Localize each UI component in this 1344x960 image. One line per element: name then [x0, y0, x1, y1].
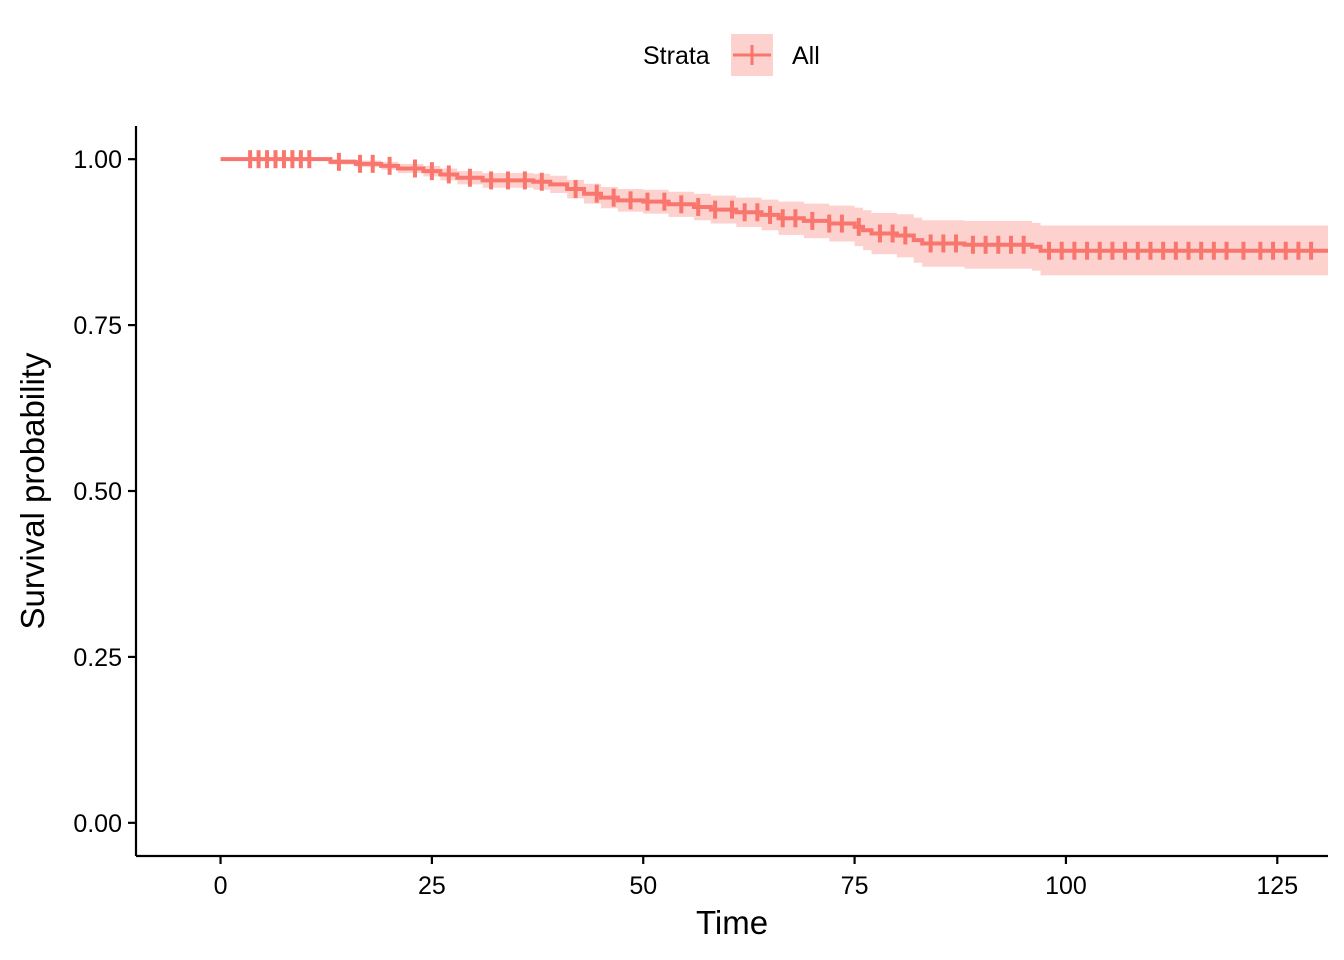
legend-entry-all: All	[792, 42, 820, 70]
survival-line-layer	[220, 157, 1328, 253]
legend-title: Strata	[643, 42, 710, 70]
confidence-band-layer	[220, 159, 1328, 276]
y-axis: 0.00 0.25 0.50 0.75 1.00	[73, 126, 138, 856]
legend: Strata All	[643, 34, 820, 76]
x-tick-label: 75	[841, 872, 869, 900]
x-tick-label: 0	[214, 872, 228, 900]
x-tick-label: 50	[629, 872, 657, 900]
y-tick-label: 1.00	[73, 146, 122, 174]
x-tick-label: 100	[1045, 872, 1087, 900]
y-tick-label: 0.75	[73, 312, 122, 340]
x-tick-label: 25	[418, 872, 446, 900]
x-axis: 0 25 50 75 100 125	[136, 854, 1328, 900]
censor-marks-layer	[248, 150, 1314, 260]
survival-curve	[220, 157, 1328, 253]
x-tick-label: 125	[1256, 872, 1298, 900]
y-tick-label: 0.00	[73, 810, 122, 838]
x-axis-title: Time	[696, 904, 768, 941]
y-axis-title: Survival probability	[14, 352, 51, 629]
y-tick-label: 0.25	[73, 644, 122, 672]
y-tick-label: 0.50	[73, 478, 122, 506]
confidence-band	[220, 159, 1328, 276]
